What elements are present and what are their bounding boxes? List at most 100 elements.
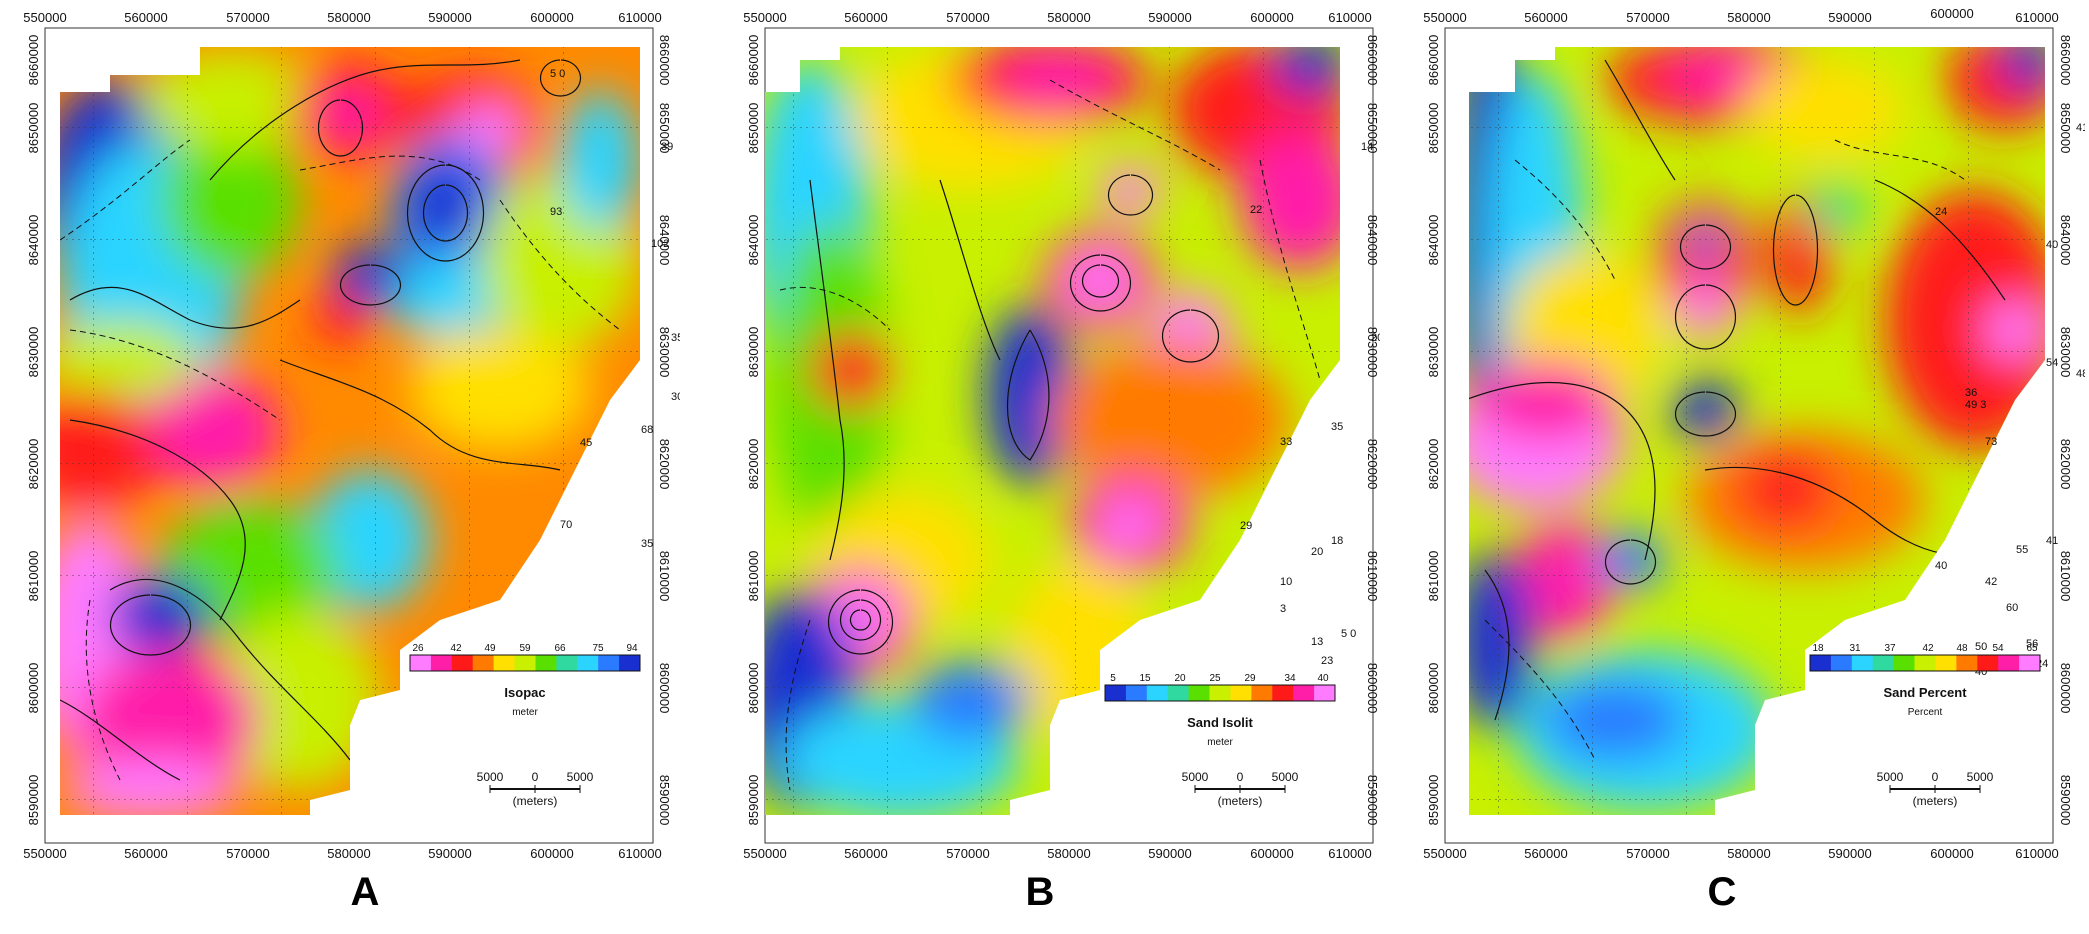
colorbar-tick: 37: [1884, 643, 1896, 654]
x-tick-bottom: 570000: [946, 846, 989, 861]
colorbar-swatch: [1209, 685, 1231, 701]
x-tick-bottom: 590000: [428, 846, 471, 861]
contour-label: 48: [2076, 368, 2085, 380]
x-tick-bottom: 610000: [618, 846, 661, 861]
y-tick-right: 8610000: [2058, 551, 2073, 602]
map-b-y-ticks-right: 8590000 8600000 8610000 8620000 8630000 …: [1365, 35, 1380, 826]
x-tick-bottom: 560000: [1524, 846, 1567, 861]
y-tick-left: 8660000: [746, 35, 761, 86]
contour-label: 70: [560, 519, 572, 531]
scalebar-left: 5000: [1877, 770, 1904, 784]
y-tick-right: 8620000: [657, 439, 672, 490]
x-tick-bottom: 600000: [530, 846, 573, 861]
contour-label: 22: [1250, 204, 1262, 216]
contour-label: 49 3: [1965, 399, 1986, 411]
y-tick-right: 8650000: [1365, 103, 1380, 154]
map-panel-b: 550000 560000 570000 580000 590000 60000…: [700, 0, 1380, 934]
contour-label: 24: [1935, 206, 1947, 218]
map-a-svg: 550000 560000 570000 580000 590000 60000…: [23, 10, 680, 914]
contour-label: 56: [2026, 638, 2038, 650]
contour-label: 93: [550, 206, 562, 218]
colorbar-tick: 20: [1174, 673, 1186, 684]
y-tick-right: 8600000: [657, 663, 672, 714]
map-b-x-ticks-top: 550000 560000 570000 580000 590000 60000…: [743, 10, 1371, 25]
colorbar-swatches: [409, 654, 641, 672]
colorbar-title: Isopac: [504, 685, 545, 700]
y-tick-left: 8610000: [746, 551, 761, 602]
colorbar-swatch: [556, 655, 578, 671]
panel-letter-c: C: [1708, 870, 1737, 914]
contour-label: 30: [671, 391, 680, 403]
map-panel-a: 550000 560000 570000 580000 590000 60000…: [0, 0, 680, 934]
x-tick-bottom: 570000: [1626, 846, 1669, 861]
y-tick-left: 8610000: [26, 551, 41, 602]
y-tick-right: 8590000: [657, 775, 672, 826]
contour-label: 5 0: [1341, 628, 1356, 640]
x-tick-bottom: 600000: [1930, 846, 1973, 861]
x-tick-top: 570000: [946, 10, 989, 25]
y-tick-left: 8630000: [1426, 327, 1441, 378]
y-tick-left: 8590000: [746, 775, 761, 826]
colorbar-swatch: [1314, 685, 1336, 701]
contour-label: 35: [671, 332, 680, 344]
x-tick-bottom: 610000: [2015, 846, 2058, 861]
map-a-colorbar: 26 42 49 59 66 75 94 Isopac meter: [409, 643, 641, 718]
y-tick-left: 8590000: [26, 775, 41, 826]
colorbar-tick: 29: [1244, 673, 1256, 684]
map-b-contour-labels: 3125221724621383218143617383355231616202…: [1240, 141, 1380, 667]
x-tick-bottom: 590000: [1148, 846, 1191, 861]
colorbar-tick: 94: [626, 643, 638, 654]
colorbar-tick: 54: [1992, 643, 2004, 654]
y-tick-left: 8650000: [1426, 103, 1441, 154]
colorbar-tick: 26: [412, 643, 424, 654]
y-tick-left: 8640000: [26, 215, 41, 266]
colorbar-swatches: [1104, 684, 1336, 702]
colorbar-tick: 59: [519, 643, 531, 654]
colorbar-swatch: [577, 655, 599, 671]
x-tick-top: 570000: [1626, 10, 1669, 25]
contour-label: 45: [580, 437, 592, 449]
y-tick-left: 8620000: [746, 439, 761, 490]
contour-label: 40: [1935, 560, 1947, 572]
colorbar-swatch: [1188, 685, 1210, 701]
map-c-colorbar: 18 31 37 42 48 54 65 Sand Percent Percen…: [1809, 643, 2041, 718]
contour-label: 60: [2006, 602, 2018, 614]
y-tick-right: 8660000: [657, 35, 672, 86]
map-c-y-ticks-right: 8590000 8600000 8610000 8620000 8630000 …: [2058, 35, 2073, 826]
y-tick-left: 8630000: [26, 327, 41, 378]
contour-label: 54: [2046, 357, 2058, 369]
contour-label: 36: [1965, 387, 1977, 399]
contour-label: 35: [641, 538, 653, 550]
y-tick-left: 8630000: [746, 327, 761, 378]
map-c-x-ticks-top: 550000 560000 570000 580000 590000 60000…: [1423, 6, 2058, 25]
x-tick-bottom: 560000: [844, 846, 887, 861]
y-tick-left: 8660000: [1426, 35, 1441, 86]
map-b-x-ticks-bottom: 550000 560000 570000 580000 590000 60000…: [743, 846, 1371, 861]
colorbar-swatch: [1851, 655, 1874, 671]
map-a-field: [60, 47, 640, 815]
y-tick-right: 8640000: [657, 215, 672, 266]
y-tick-right: 8660000: [1365, 35, 1380, 86]
x-tick-bottom: 550000: [743, 846, 786, 861]
x-tick-top: 600000: [1250, 10, 1293, 25]
map-c-x-ticks-bottom: 550000 560000 570000 580000 590000 60000…: [1423, 846, 2058, 861]
contour-label: 29: [1240, 520, 1252, 532]
x-tick-bottom: 580000: [1047, 846, 1090, 861]
y-tick-left: 8640000: [746, 215, 761, 266]
colorbar-swatch: [2019, 655, 2041, 671]
y-tick-right: 8620000: [1365, 439, 1380, 490]
x-tick-top: 600000: [530, 10, 573, 25]
y-tick-left: 8620000: [26, 439, 41, 490]
x-tick-top: 560000: [124, 10, 167, 25]
x-tick-top: 610000: [1328, 10, 1371, 25]
x-tick-bottom: 560000: [124, 846, 167, 861]
x-tick-bottom: 580000: [1727, 846, 1770, 861]
colorbar-tick: 48: [1956, 643, 1968, 654]
colorbar-swatch: [1977, 655, 1999, 671]
colorbar-swatch: [472, 655, 495, 671]
y-tick-left: 8600000: [746, 663, 761, 714]
scalebar-unit: (meters): [513, 794, 558, 808]
y-tick-right: 8630000: [2058, 327, 2073, 378]
contour-label: 10: [1280, 576, 1292, 588]
colorbar-swatch: [1146, 685, 1169, 701]
